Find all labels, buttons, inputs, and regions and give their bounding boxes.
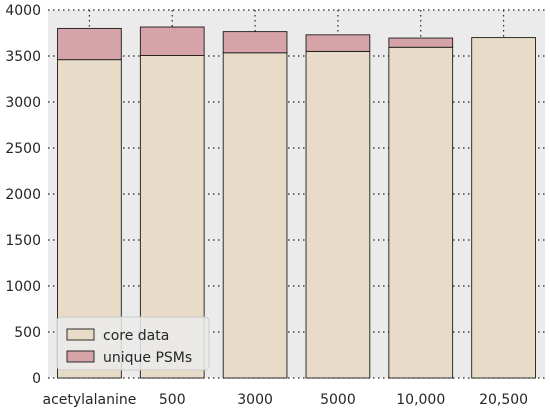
x-tick-label: 3000: [237, 392, 273, 408]
y-tick-label: 1500: [5, 233, 41, 249]
x-tick-label: acetylalanine: [42, 392, 136, 408]
bar-unique-psms: [388, 37, 454, 48]
bar-core-data: [222, 52, 288, 379]
bar-core-data: [305, 50, 371, 379]
x-tick-label: 10,000: [396, 392, 445, 408]
bar-unique-psms: [139, 26, 205, 56]
bar-unique-psms: [222, 31, 288, 54]
legend-label: core data: [103, 328, 169, 344]
bar-core-data: [388, 46, 454, 379]
legend-label: unique PSMs: [103, 350, 192, 366]
bar-unique-psms: [305, 34, 371, 52]
legend-box: [56, 316, 210, 371]
y-tick-label: 3000: [5, 95, 41, 111]
x-axis: acetylalanine 500 3000 5000 10,000 20,500: [42, 392, 528, 408]
y-tick-label: 1000: [5, 279, 41, 295]
legend: core data unique PSMs: [56, 316, 210, 371]
x-tick-label: 20,500: [479, 392, 528, 408]
x-tick-label: 5000: [320, 392, 356, 408]
y-tick-label: 2000: [5, 187, 41, 203]
x-tick-label: 500: [159, 392, 186, 408]
y-tick-label: 2500: [5, 141, 41, 157]
legend-swatch: [66, 328, 95, 341]
bar-core-data: [471, 37, 536, 379]
y-tick-label: 3500: [5, 49, 41, 65]
y-tick-label: 0: [32, 371, 41, 387]
y-tick-label: 500: [14, 325, 41, 341]
legend-swatch: [66, 350, 95, 363]
y-tick-label: 4000: [5, 3, 41, 19]
bar-unique-psms: [57, 27, 122, 61]
y-axis: 0 500 1000 1500 2000 2500 3000 3500 4000: [5, 3, 41, 387]
